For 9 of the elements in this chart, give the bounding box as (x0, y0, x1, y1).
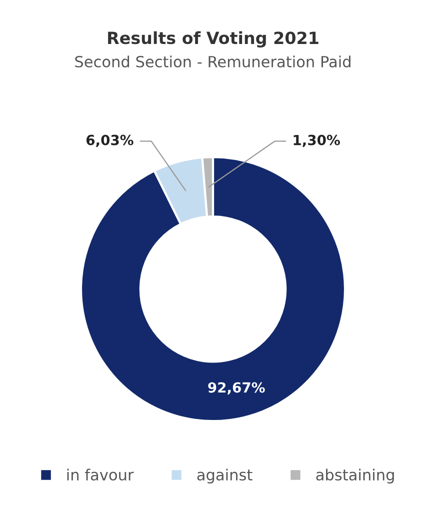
legend-label: against (197, 468, 252, 484)
data-label: 6,03% (86, 134, 134, 148)
chart-title: Results of Voting 2021 (108, 31, 318, 48)
data-label: 92,67% (208, 382, 265, 394)
data-label: 1,30% (294, 134, 340, 148)
chart-subtitle: Second Section - Remuneration Paid (75, 56, 350, 68)
legend-label: in favour (67, 468, 134, 481)
legend-label: abstaining (316, 468, 394, 484)
donut-slice (80, 156, 346, 422)
